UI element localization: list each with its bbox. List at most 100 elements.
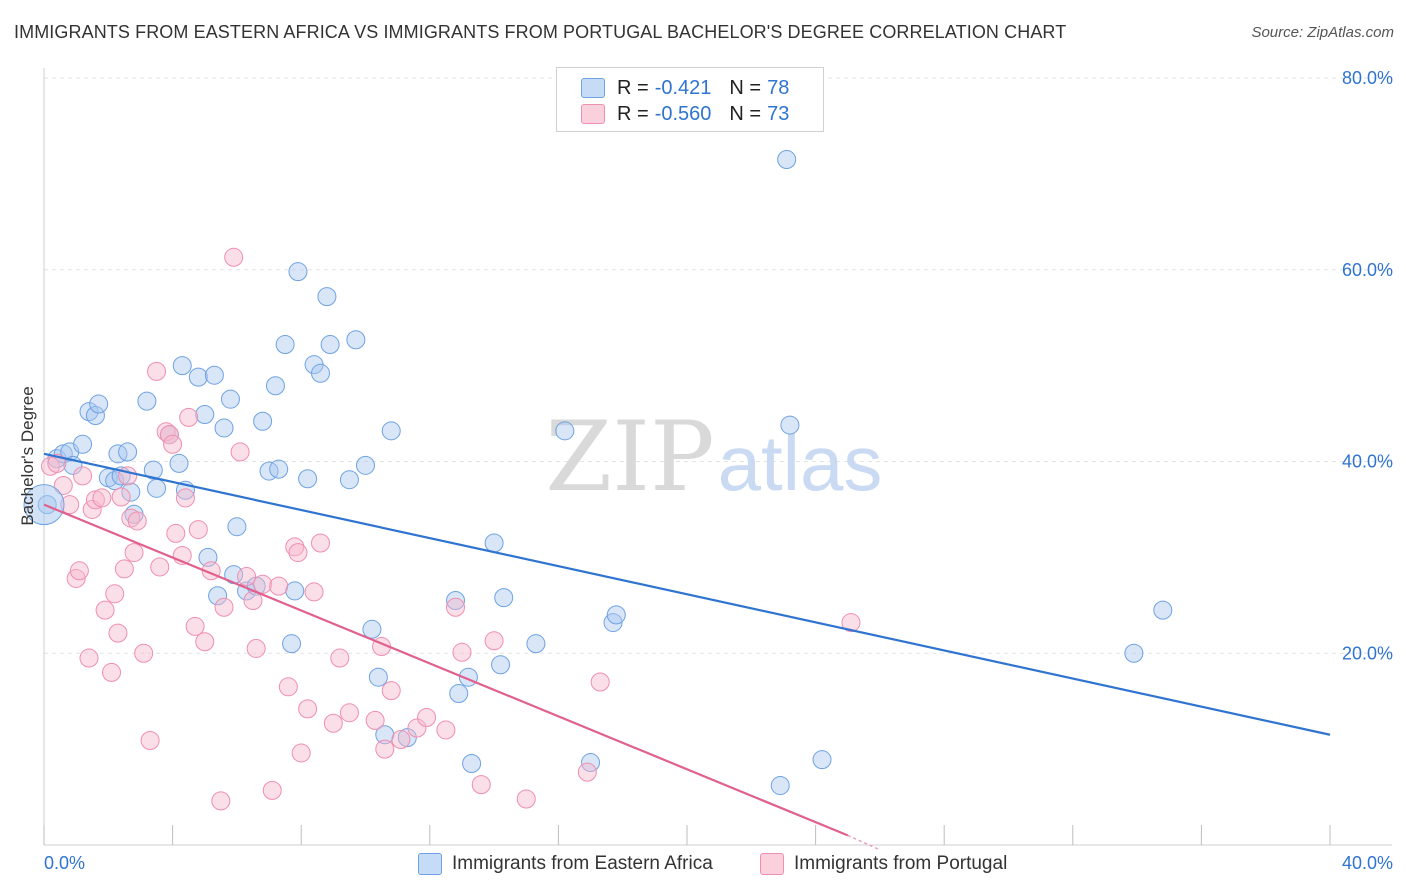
data-point — [195, 632, 215, 652]
data-point — [105, 584, 125, 604]
legend-swatch-eastern-africa — [581, 78, 605, 98]
y-tick-label: 60.0% — [1342, 260, 1393, 280]
data-point — [288, 543, 308, 563]
trend-lines — [43, 452, 1331, 851]
data-point — [603, 613, 623, 633]
data-point — [246, 638, 266, 658]
legend-r-label: R = — [617, 76, 649, 99]
data-point — [111, 487, 131, 507]
data-point — [166, 523, 186, 543]
data-point — [449, 684, 469, 704]
data-point — [356, 455, 375, 475]
data-point — [73, 466, 93, 486]
data-point — [73, 434, 93, 454]
data-point — [92, 488, 112, 508]
y-tick-label: 80.0% — [1342, 68, 1393, 88]
y-axis-label: Bachelor's Degree — [18, 386, 37, 526]
source-label: Source: ZipAtlas.com — [1251, 24, 1394, 41]
data-point — [230, 442, 250, 462]
data-point — [606, 605, 626, 625]
data-point — [150, 557, 170, 577]
data-point — [156, 422, 176, 442]
axes — [43, 68, 1392, 846]
data-point — [69, 561, 89, 581]
data-point — [121, 482, 141, 502]
data-point — [471, 775, 491, 795]
data-point — [179, 407, 199, 427]
data-point — [185, 616, 205, 636]
data-point — [339, 703, 359, 723]
data-point — [47, 453, 67, 473]
data-point — [137, 391, 157, 411]
data-point — [304, 582, 324, 602]
data-point — [124, 543, 144, 563]
legend-n-value: 78 — [767, 76, 790, 99]
data-point — [66, 568, 86, 588]
data-point — [298, 699, 318, 719]
legend-swatch-portugal — [760, 853, 784, 875]
data-point — [777, 149, 797, 169]
watermark-atlas: atlas — [718, 419, 883, 507]
series-portugal — [40, 247, 861, 811]
legend-r-value: -0.560 — [654, 102, 712, 125]
data-point — [462, 754, 482, 774]
data-point — [269, 576, 289, 596]
data-point — [436, 720, 456, 740]
data-point — [211, 791, 231, 811]
data-point — [108, 623, 128, 643]
y-tick-label: 20.0% — [1342, 643, 1393, 663]
data-point — [237, 567, 257, 587]
data-point — [339, 470, 359, 490]
data-point — [365, 710, 385, 730]
data-point — [275, 335, 295, 355]
data-point — [484, 631, 504, 651]
trend-line-portugal — [43, 503, 849, 837]
data-point — [147, 478, 167, 498]
data-point — [375, 739, 395, 759]
data-point — [188, 520, 208, 540]
data-point — [346, 330, 366, 350]
data-point — [163, 434, 183, 454]
data-point — [812, 750, 832, 770]
legend-n-label: N = — [729, 76, 762, 99]
data-point — [214, 597, 234, 617]
data-point — [208, 586, 228, 606]
data-point — [590, 672, 610, 692]
data-point — [577, 762, 597, 782]
legend-r-label: R = — [617, 102, 649, 125]
data-point — [214, 418, 234, 438]
data-point — [253, 574, 273, 594]
data-point — [417, 707, 437, 727]
data-point — [114, 559, 134, 579]
data-point — [330, 648, 350, 668]
data-points — [23, 149, 1173, 811]
legend-item-portugal: Immigrants from Portugal — [760, 852, 1007, 876]
legend-swatch-portugal — [581, 104, 605, 124]
data-point — [310, 363, 330, 383]
data-point — [1153, 600, 1173, 620]
data-point — [323, 713, 343, 733]
data-point — [397, 728, 417, 748]
data-point — [95, 600, 115, 620]
data-point — [259, 461, 279, 481]
gridlines — [44, 77, 1392, 654]
data-point — [446, 597, 466, 617]
data-point — [494, 588, 514, 608]
data-point — [291, 743, 311, 763]
data-point — [195, 405, 215, 425]
data-point — [127, 511, 147, 531]
x-tick-label: 0.0% — [44, 853, 85, 873]
data-point — [320, 335, 340, 355]
data-point — [780, 415, 800, 435]
legend-label-eastern-africa: Immigrants from Eastern Africa — [452, 853, 713, 874]
data-point — [169, 453, 189, 473]
y-tick-label: 40.0% — [1342, 452, 1393, 472]
correlation-legend: R = -0.421 N = 78 R = -0.560 N = 73 — [556, 67, 824, 132]
data-point — [452, 642, 472, 662]
data-point — [555, 421, 575, 441]
legend-n-label: N = — [729, 102, 762, 125]
legend-swatch-eastern-africa — [418, 853, 442, 875]
data-point — [526, 634, 546, 654]
data-point — [1124, 643, 1144, 663]
data-point — [446, 591, 466, 611]
